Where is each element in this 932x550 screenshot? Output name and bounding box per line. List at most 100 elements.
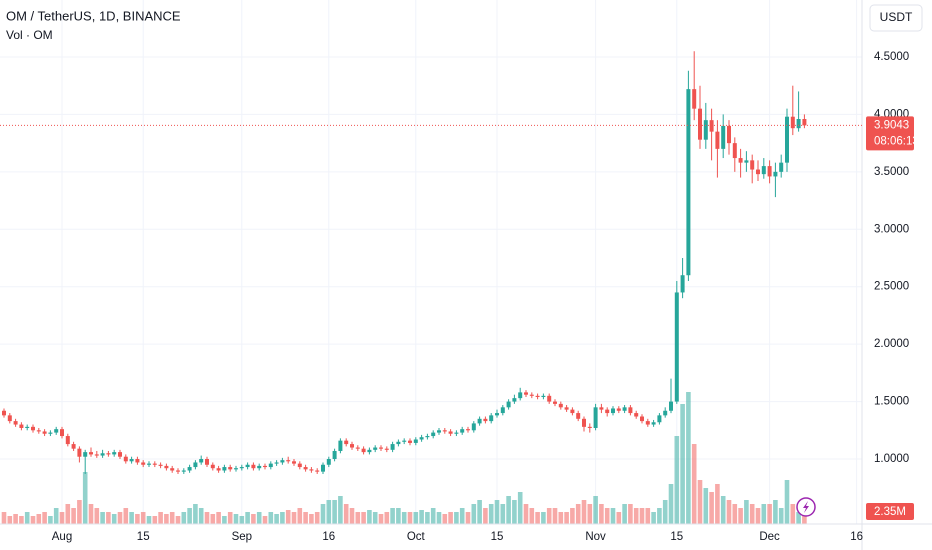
candle-body — [413, 439, 418, 443]
currency-label[interactable]: USDT — [880, 10, 913, 24]
candle-body — [350, 444, 354, 448]
volume-bar — [535, 512, 540, 524]
volume-bar — [401, 512, 407, 524]
candle-body — [210, 464, 215, 469]
last-price-label: 3.9043 — [874, 119, 909, 131]
candle-body — [89, 452, 93, 455]
candle-body — [756, 169, 760, 175]
candle-body — [338, 440, 343, 451]
x-tick-label: 16 — [322, 531, 335, 543]
volume-bar — [106, 512, 111, 524]
volume-bar — [761, 504, 767, 524]
currency-button[interactable] — [869, 4, 923, 32]
volume-bar — [529, 508, 535, 524]
volume-bar — [285, 510, 291, 524]
volume-bar — [314, 512, 320, 524]
volume-bar — [338, 496, 343, 524]
volume-bar — [459, 508, 465, 524]
y-tick-label: 4.5000 — [874, 51, 909, 63]
volume-bar — [477, 500, 482, 524]
candle-body — [582, 418, 586, 427]
volume-bar — [187, 508, 192, 524]
candle-body — [674, 292, 679, 402]
y-tick-label: 2.5000 — [874, 281, 909, 293]
x-tick-label: 15 — [491, 531, 504, 543]
volume-bar — [48, 516, 53, 524]
candle-body — [495, 413, 499, 416]
volume-bar — [773, 500, 778, 524]
candle-body — [657, 415, 662, 423]
volume-bar — [198, 508, 204, 524]
volume-bar — [500, 504, 506, 524]
x-tick-label: 15 — [670, 531, 683, 543]
volume-bar — [181, 512, 187, 524]
x-tick-label: Sep — [232, 531, 252, 543]
volume-bar — [227, 512, 233, 524]
y-tick-label: 3.0000 — [874, 223, 909, 235]
candle-body — [448, 431, 453, 434]
volume-title: Vol · OM — [6, 28, 53, 42]
candle-body — [239, 467, 244, 469]
candle-body — [106, 453, 111, 455]
volume-bar — [744, 500, 749, 524]
candle-body — [622, 407, 627, 411]
volume-bar — [552, 508, 558, 524]
candle-body — [512, 398, 517, 402]
candle-body — [123, 456, 128, 462]
candle-body — [234, 468, 238, 470]
volume-bar — [668, 484, 674, 524]
volume-bar — [419, 510, 424, 524]
volume-bar — [726, 500, 732, 524]
candle-body — [100, 453, 105, 456]
candle-body — [408, 440, 412, 443]
candle-body — [651, 422, 656, 425]
last-volume-label: 2.35M — [874, 506, 906, 518]
volume-bar — [425, 512, 430, 524]
volume-bar — [100, 512, 105, 524]
volume-bar — [42, 512, 47, 524]
volume-bar — [796, 512, 801, 524]
candle-body — [611, 408, 615, 414]
volume-bar — [251, 514, 256, 524]
candle-body — [761, 166, 766, 175]
volume-bar — [802, 514, 807, 524]
volume-bar — [738, 508, 743, 524]
candle-body — [2, 410, 6, 416]
candle-body — [460, 429, 465, 433]
volume-bar — [697, 480, 703, 524]
volume-bar — [59, 512, 65, 524]
volume-bar — [442, 514, 448, 524]
candle-body — [645, 421, 650, 425]
volume-bar — [71, 508, 76, 524]
candle-body — [466, 429, 470, 431]
candle-body — [506, 401, 511, 408]
volume-bar — [622, 504, 627, 524]
volume-bar — [494, 500, 500, 524]
volume-bar — [7, 516, 13, 524]
candle-body — [564, 407, 569, 410]
candle-body — [518, 392, 523, 399]
volume-bar — [152, 516, 158, 524]
volume-bar — [628, 504, 633, 524]
volume-bar — [204, 512, 210, 524]
volume-bar — [430, 508, 436, 524]
volume-bar — [355, 512, 361, 524]
candle-body — [419, 437, 424, 440]
candle-body — [251, 464, 256, 469]
candle-body — [199, 459, 204, 463]
candle-body — [60, 429, 64, 437]
volume-bar — [1, 512, 7, 524]
volume-bar — [343, 504, 349, 524]
last-price-box — [866, 116, 914, 151]
y-tick-label: 1.0000 — [874, 453, 909, 465]
candle-body — [147, 463, 151, 465]
volume-bar — [413, 512, 419, 524]
grid — [0, 0, 862, 524]
volume-bar — [13, 514, 18, 524]
candle-body — [31, 426, 35, 431]
candle-body — [152, 463, 157, 465]
volume-bar — [169, 512, 175, 524]
candle-body — [605, 409, 610, 414]
volume-bar — [372, 512, 378, 524]
volume-bar — [703, 488, 709, 524]
